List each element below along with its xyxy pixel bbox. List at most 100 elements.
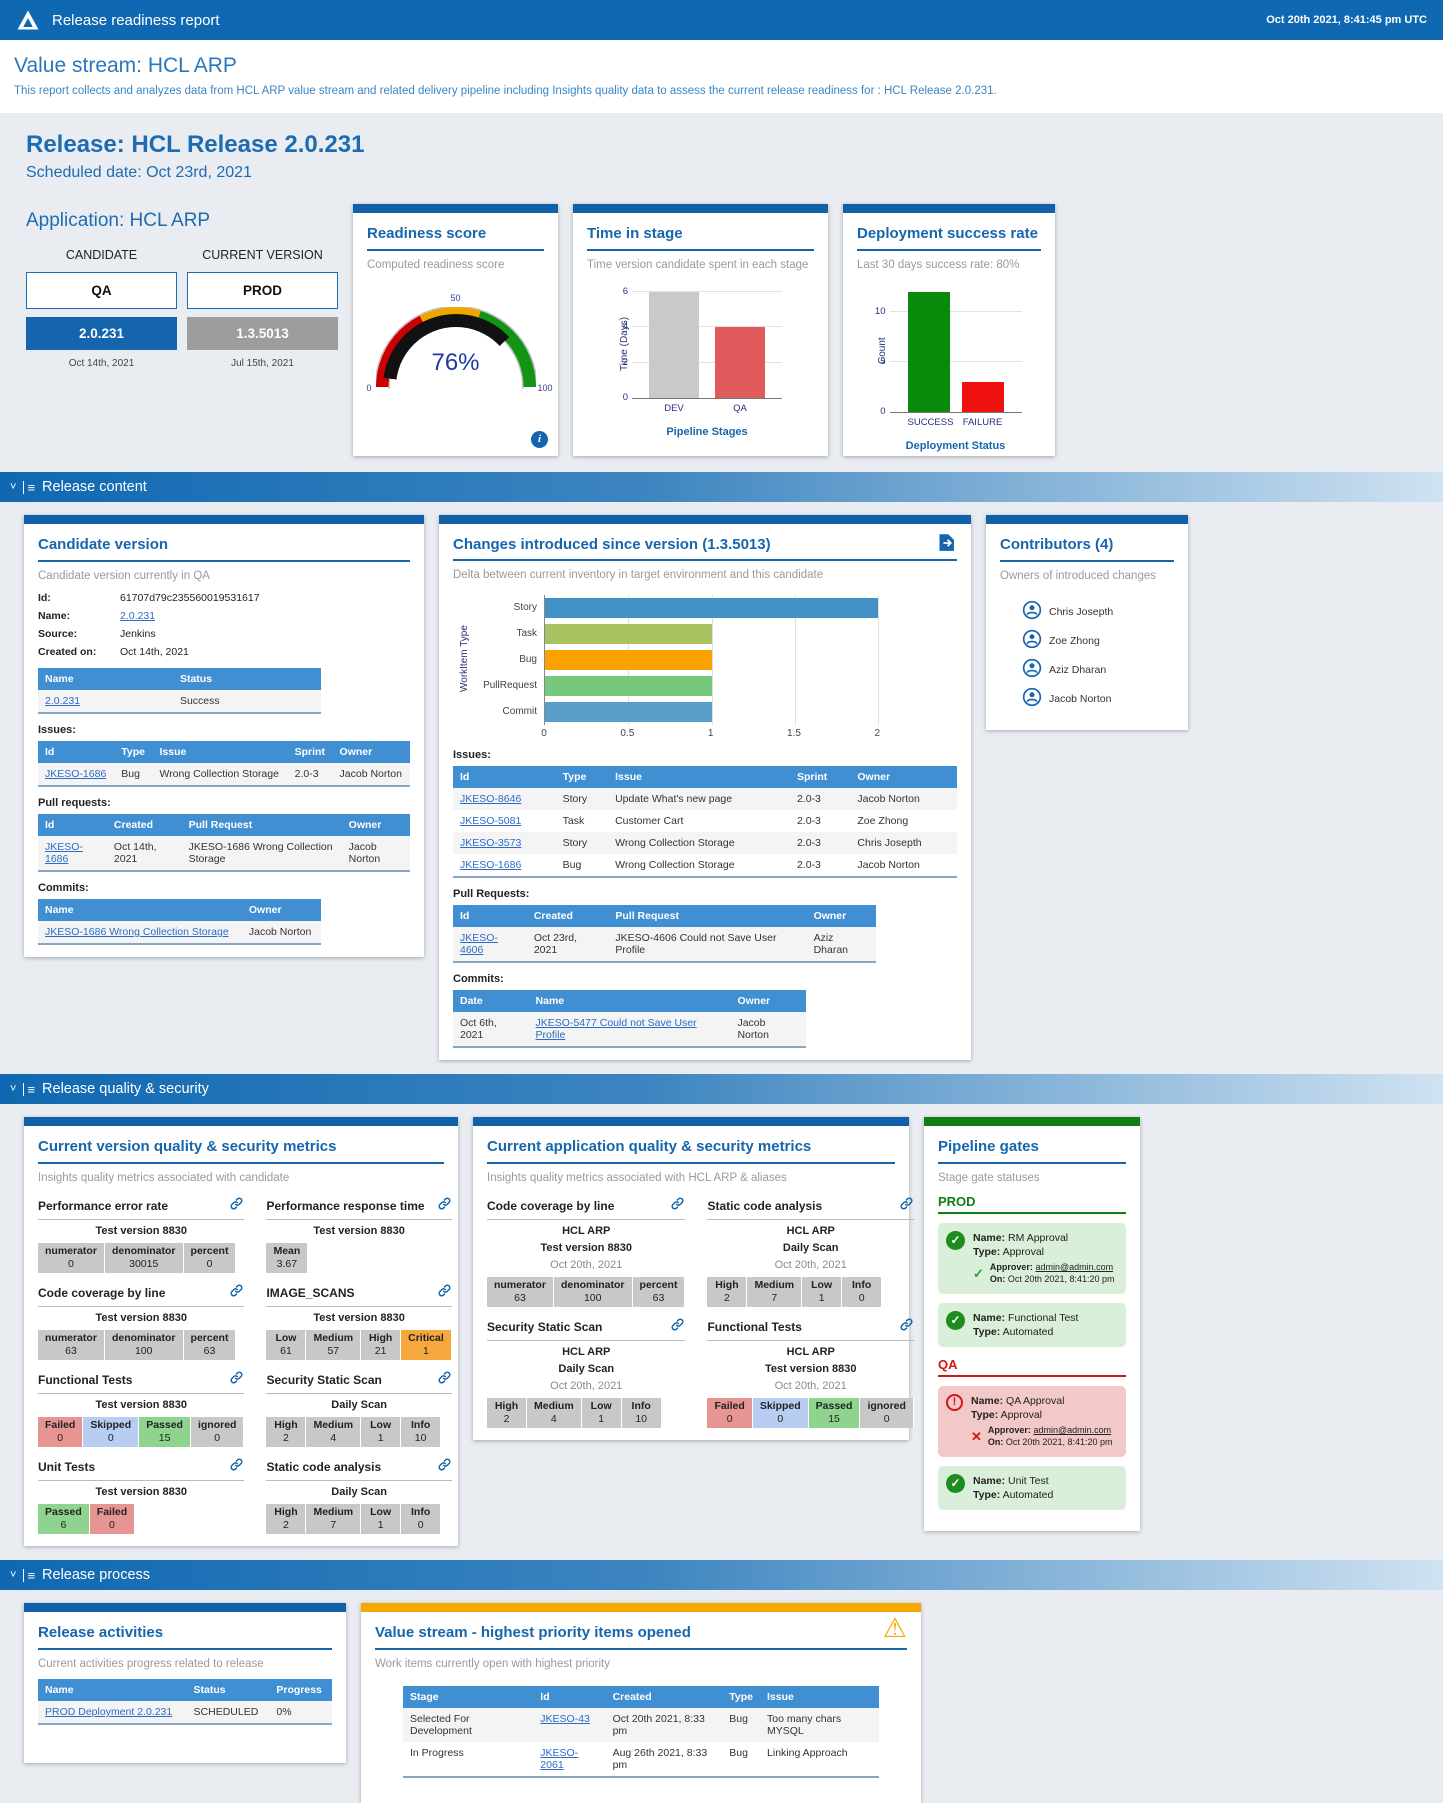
approver-email[interactable]: admin@admin.com xyxy=(1035,1262,1114,1273)
collapse-chevron-icon[interactable]: ˅ xyxy=(10,1083,17,1095)
metric-cell-value: 0 xyxy=(206,1258,213,1270)
metric-cell: Info 0 xyxy=(401,1504,442,1534)
table-link[interactable]: PROD Deployment 2.0.231 xyxy=(45,1706,173,1718)
table-cell: Update What's new page xyxy=(608,788,790,810)
link-icon[interactable] xyxy=(437,1283,452,1303)
metric-context-line: Daily Scan xyxy=(331,1486,387,1498)
table-cell: Jacob Norton xyxy=(857,859,920,871)
x-tick-label: SUCCESS xyxy=(907,417,954,428)
metric-cell: numerator 0 xyxy=(38,1243,105,1273)
table: Name Status Progress PROD Deployment 2.0.23… xyxy=(38,1679,332,1725)
metric-context-line: HCL ARP xyxy=(562,1346,611,1358)
candidate-card-subtitle: Candidate version currently in QA xyxy=(38,570,210,582)
readiness-gauge: 76% 0 50 100 xyxy=(367,293,553,393)
table-cell: Story xyxy=(555,788,609,810)
field-value: 2.0.231 xyxy=(120,610,410,622)
table-link[interactable]: JKESO-2061 xyxy=(540,1747,579,1771)
table-link[interactable]: JKESO-3573 xyxy=(460,837,522,849)
info-icon[interactable]: i xyxy=(531,431,548,448)
table-link[interactable]: JKESO-43 xyxy=(540,1713,590,1725)
metric-name: Performance response time xyxy=(266,1199,425,1213)
x-tick-label: 1.5 xyxy=(787,728,801,739)
table-link[interactable]: JKESO-5081 xyxy=(460,815,522,827)
field-link[interactable]: 2.0.231 xyxy=(120,610,156,622)
column-header: Id xyxy=(38,741,115,763)
metric-context-line: Test version 8830 xyxy=(764,1363,857,1375)
gridline xyxy=(711,595,713,725)
table-link[interactable]: 2.0.231 xyxy=(45,695,81,707)
y-axis-label: WorkItem Type xyxy=(459,625,470,693)
approver-email[interactable]: admin@admin.com xyxy=(1033,1425,1112,1436)
table-cell: Story xyxy=(555,832,609,854)
table-cell: 2.0-3 xyxy=(796,815,821,827)
card-accent-bar xyxy=(573,204,828,213)
gridline xyxy=(889,311,1022,312)
table-header-row: Name Status xyxy=(38,668,321,690)
metric-cell-label: Low xyxy=(275,1332,297,1344)
contributors-card-subtitle: Owners of introduced changes xyxy=(1000,570,1156,582)
metric-cell-label: High xyxy=(274,1419,298,1431)
candidate-commits: Name Owner JKESO-1686 Wrong Collection Sto… xyxy=(38,899,321,945)
application-title: Application: HCL ARP xyxy=(26,210,211,231)
link-icon[interactable] xyxy=(899,1317,914,1337)
table-cell: Oct 23rd, 2021 xyxy=(526,927,609,962)
table-link[interactable]: JKESO-8646 xyxy=(460,793,522,805)
metric-cell-label: Info xyxy=(411,1506,431,1518)
link-icon[interactable] xyxy=(229,1370,244,1390)
link-icon[interactable] xyxy=(229,1196,244,1216)
link-icon[interactable] xyxy=(437,1370,452,1390)
contributors-card-title: Contributors (4) xyxy=(1000,536,1174,562)
table-link[interactable]: JKESO-5477 Could not Save User Profile xyxy=(535,1017,697,1041)
table-cell: Oct 6th, 2021 xyxy=(453,1012,529,1047)
table-link[interactable]: JKESO-1686 xyxy=(460,859,522,871)
metric-cell: High 21 xyxy=(361,1330,402,1360)
metric-context-line: Test version 8830 xyxy=(313,1225,405,1237)
table-link[interactable]: JKESO-1686 xyxy=(45,768,107,780)
table: Id Created Pull Request Owner JKESO-4606 Oct … xyxy=(453,905,877,963)
metric-cell: Info 10 xyxy=(621,1398,662,1428)
link-icon[interactable] xyxy=(229,1457,244,1477)
table-cell: Selected For Development xyxy=(403,1708,534,1742)
link-icon[interactable] xyxy=(899,1196,914,1216)
metric-cell-value: 100 xyxy=(134,1345,153,1357)
link-icon[interactable] xyxy=(437,1457,452,1477)
link-icon[interactable] xyxy=(229,1283,244,1303)
gate-type: Type: Automated xyxy=(973,1488,1054,1501)
export-icon[interactable] xyxy=(936,532,957,558)
metric-cell: Medium 57 xyxy=(306,1330,362,1360)
gridline xyxy=(889,361,1022,362)
metric-header: Functional Tests xyxy=(707,1317,914,1341)
collapse-chevron-icon[interactable]: ˅ xyxy=(10,481,17,493)
metric-context-line: Test version 8830 xyxy=(95,1225,187,1237)
table-link[interactable]: JKESO-1686 xyxy=(45,841,83,865)
metric-context-line: HCL ARP xyxy=(562,1225,611,1237)
table-link[interactable]: JKESO-1686 Wrong Collection Storage xyxy=(45,926,229,938)
metric-cell-label: Mean xyxy=(273,1245,301,1257)
approved-on-line: On: Oct 20th 2021, 8:41:20 pm xyxy=(989,1274,1115,1285)
readiness-card-title: Readiness score xyxy=(367,225,544,251)
column-header: Id xyxy=(38,814,107,836)
metric-values: Failed 0 Skipped 0 Passed 15 ignored 0 xyxy=(707,1398,914,1428)
link-icon[interactable] xyxy=(437,1196,452,1216)
collapse-chevron-icon[interactable]: ˅ xyxy=(10,1569,17,1581)
x-tick-label: 1 xyxy=(707,728,714,739)
table-row: JKESO-8646 Story Update What's new page 2.0… xyxy=(453,788,957,810)
pull-requests-label: Pull Requests: xyxy=(453,888,530,900)
metric-tile: Security Static Scan HCL ARP Daily Scan Oct… xyxy=(487,1317,686,1428)
link-icon[interactable] xyxy=(670,1317,685,1337)
metric-cell-label: Failed xyxy=(714,1400,745,1412)
table-row: Selected For Development JKESO-43 Oct 20th… xyxy=(403,1708,879,1742)
metric-name: Code coverage by line xyxy=(38,1286,166,1300)
metric-cell: percent 63 xyxy=(632,1277,686,1307)
version-metrics-grid: Performance error rate Test version 8830 n… xyxy=(38,1196,452,1534)
metric-cell-label: High xyxy=(274,1506,298,1518)
deployment-status-chart: Count 0 5 10 SUCCESS FAILURE Deployment Status xyxy=(857,292,1041,452)
link-icon[interactable] xyxy=(670,1196,685,1216)
metric-cell-value: 4 xyxy=(330,1432,337,1444)
metric-cell-label: Low xyxy=(590,1400,612,1412)
time-in-stage-chart: Time (Days) 0 2 4 6 DEV QA Pipeline Stages xyxy=(587,286,814,438)
current-env-box: PROD xyxy=(187,272,338,309)
metric-cell-value: 15 xyxy=(828,1413,840,1425)
table-link[interactable]: JKESO-4606 xyxy=(460,932,498,956)
version-metrics-subtitle: Insights quality metrics associated with… xyxy=(38,1172,290,1184)
